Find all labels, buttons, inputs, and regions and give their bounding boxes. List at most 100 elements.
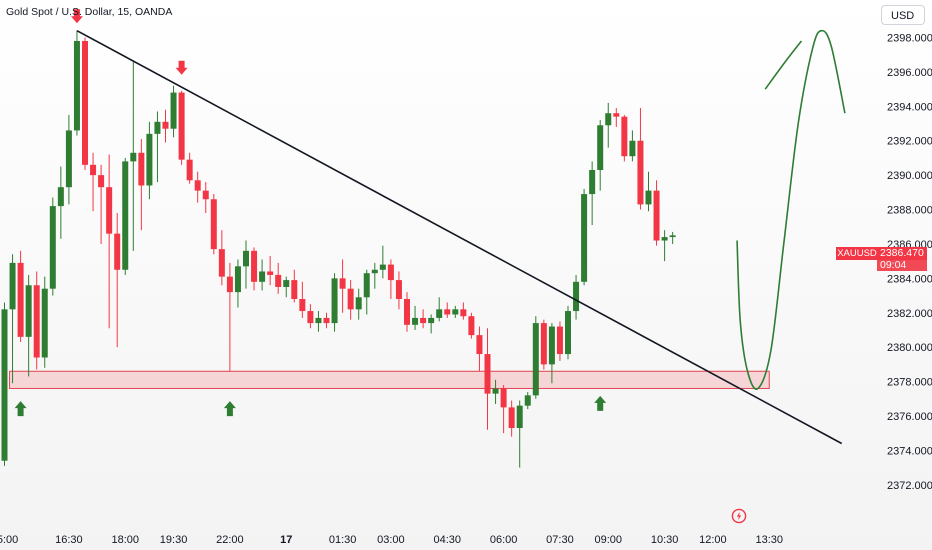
candle-body[interactable] (130, 152, 137, 162)
candle-body[interactable] (138, 152, 145, 186)
candle[interactable] (82, 37, 88, 170)
candle-body[interactable] (460, 309, 467, 317)
candle[interactable] (500, 385, 507, 434)
candle-body[interactable] (621, 116, 628, 157)
candle-body[interactable] (452, 309, 459, 315)
candle[interactable] (460, 302, 467, 320)
candle-body[interactable] (170, 92, 177, 129)
candle-body[interactable] (468, 316, 475, 336)
candle-body[interactable] (355, 297, 362, 310)
candle[interactable] (452, 305, 459, 318)
candle[interactable] (41, 276, 48, 368)
candle[interactable] (57, 166, 64, 239)
candle[interactable] (307, 304, 314, 329)
candle-body[interactable] (613, 113, 620, 117)
candle[interactable] (379, 245, 386, 279)
candle-body[interactable] (573, 281, 580, 312)
candle-body[interactable] (41, 288, 48, 358)
candle-body[interactable] (299, 299, 306, 312)
candle-body[interactable] (492, 388, 499, 394)
candle[interactable] (363, 269, 370, 315)
candle[interactable] (508, 400, 515, 437)
candle[interactable] (275, 262, 282, 294)
candle[interactable] (540, 319, 547, 370)
candle-body[interactable] (73, 40, 80, 131)
candle[interactable] (629, 130, 636, 162)
candle-body[interactable] (347, 288, 354, 310)
descending-trendline[interactable] (76, 29, 843, 445)
candle[interactable] (420, 309, 427, 329)
candle-body[interactable] (251, 250, 258, 282)
candle-body[interactable] (661, 237, 668, 241)
candle-body[interactable] (17, 262, 24, 337)
candle-body[interactable] (500, 388, 507, 408)
candle-body[interactable] (178, 92, 185, 160)
candle-body[interactable] (65, 130, 72, 188)
candle[interactable] (556, 321, 563, 361)
candle-body[interactable] (275, 274, 282, 287)
candle[interactable] (98, 164, 105, 244)
candle[interactable] (331, 273, 338, 332)
candle-body[interactable] (82, 40, 88, 165)
candle-body[interactable] (605, 113, 612, 126)
candle[interactable] (444, 302, 451, 318)
candle[interactable] (114, 212, 121, 348)
candle[interactable] (565, 305, 571, 360)
candle-body[interactable] (307, 311, 314, 324)
candle-body[interactable] (98, 175, 105, 188)
candle[interactable] (9, 254, 16, 384)
lightning-icon[interactable] (731, 508, 747, 524)
candle-body[interactable] (90, 164, 97, 176)
candle[interactable] (355, 288, 362, 320)
candle[interactable] (404, 292, 410, 332)
candle-body[interactable] (428, 317, 435, 324)
candle-body[interactable] (283, 280, 290, 287)
candle-body[interactable] (404, 299, 410, 325)
candle[interactable] (613, 108, 620, 127)
candle-body[interactable] (33, 285, 40, 358)
candle[interactable] (669, 231, 676, 244)
candle-body[interactable] (556, 326, 563, 355)
candle[interactable] (90, 152, 97, 212)
candle-body[interactable] (581, 194, 588, 282)
candle[interactable] (25, 274, 32, 377)
candle[interactable] (323, 312, 330, 329)
candle-body[interactable] (9, 262, 16, 310)
candle[interactable] (259, 259, 266, 291)
candle[interactable] (283, 276, 290, 298)
candle[interactable] (49, 197, 56, 296)
candle[interactable] (653, 180, 660, 246)
candle[interactable] (524, 391, 531, 410)
candle-body[interactable] (476, 335, 483, 355)
candle[interactable] (589, 161, 596, 226)
candle[interactable] (387, 259, 394, 300)
candle-body[interactable] (243, 250, 249, 267)
candle[interactable] (106, 154, 113, 329)
candle[interactable] (347, 280, 354, 320)
time-axis[interactable]: 15:00 16:30 18:00 19:30 22:00 17 01:30 03:00 04:… (0, 534, 783, 546)
candle[interactable] (251, 247, 258, 291)
candle-body[interactable] (645, 190, 652, 205)
candle[interactable] (621, 114, 628, 162)
candle[interactable] (492, 379, 499, 404)
candle-body[interactable] (1, 309, 8, 461)
candle-body[interactable] (597, 125, 604, 170)
candle[interactable] (1, 302, 8, 466)
candle-body[interactable] (218, 249, 225, 277)
candle[interactable] (661, 230, 668, 262)
candle[interactable] (581, 188, 588, 286)
candle-body[interactable] (371, 269, 378, 274)
candle[interactable] (339, 259, 346, 313)
candle-body[interactable] (122, 161, 129, 270)
candle-body[interactable] (387, 264, 394, 281)
candle[interactable] (194, 171, 201, 203)
candle[interactable] (645, 171, 652, 212)
candle[interactable] (637, 108, 644, 210)
candles-layer[interactable] (1, 30, 676, 468)
candle[interactable] (162, 109, 169, 143)
candle[interactable] (186, 152, 193, 184)
currency-button[interactable]: USD (881, 5, 925, 25)
candle[interactable] (226, 262, 233, 372)
